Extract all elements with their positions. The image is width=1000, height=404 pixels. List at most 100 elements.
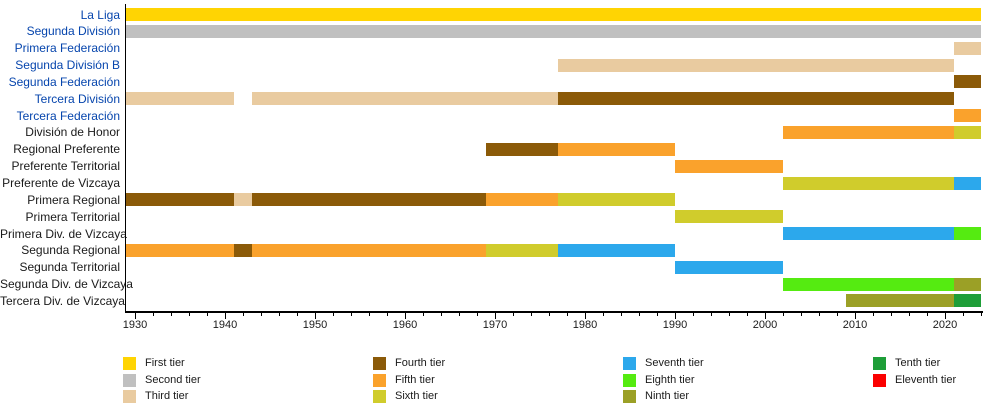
axis-tick — [494, 312, 496, 319]
legend-label: First tier — [145, 357, 185, 369]
legend-label: Eleventh tier — [895, 374, 957, 386]
bar-segment — [783, 125, 954, 139]
row-label: Regional Preferente — [13, 142, 120, 157]
axis-tick — [350, 312, 352, 316]
row-label: Segunda Regional — [21, 243, 120, 258]
bar-segment — [234, 193, 252, 207]
legend-label: Seventh tier — [645, 357, 704, 369]
axis-tick — [710, 312, 712, 316]
axis-tick — [836, 312, 838, 316]
axis-tick-label: 2010 — [842, 319, 868, 331]
row-label: Preferente Territorial — [11, 159, 121, 174]
bar-segment — [558, 243, 675, 257]
bar-segment — [954, 294, 981, 308]
axis-tick — [170, 312, 172, 316]
bar-segment — [954, 277, 981, 291]
bar-segment — [675, 260, 783, 274]
row-label[interactable]: Segunda Federación — [8, 74, 120, 89]
legend-swatch-tier-10 — [873, 357, 886, 370]
legend-label: Tenth tier — [895, 357, 941, 369]
axis-tick — [134, 312, 136, 319]
axis-tick — [800, 312, 802, 316]
bar-segment — [954, 41, 981, 55]
axis-tick-label: 1990 — [662, 319, 688, 331]
legend-swatch-tier-7 — [623, 357, 636, 370]
bar-segment — [954, 176, 981, 190]
bar-segment — [126, 243, 234, 257]
bar-segment — [954, 75, 981, 89]
bar-segment — [783, 277, 954, 291]
axis-tick — [818, 312, 820, 316]
row-label[interactable]: Segunda División B — [15, 58, 120, 73]
bar-segment — [558, 92, 954, 106]
axis-tick — [476, 312, 478, 316]
axis-tick — [638, 312, 640, 316]
axis-tick — [782, 312, 784, 316]
legend-label: Third tier — [145, 390, 189, 402]
axis-tick — [962, 312, 964, 316]
row-label: Segunda Territorial — [19, 260, 120, 275]
row-label: Primera Div. de Vizcaya — [0, 226, 127, 241]
axis-tick-label: 1980 — [572, 319, 598, 331]
legend-swatch-tier-11 — [873, 374, 886, 387]
bar-segment — [234, 243, 252, 257]
legend-swatch-tier-2 — [123, 374, 136, 387]
axis-tick — [422, 312, 424, 316]
axis-tick — [404, 312, 406, 319]
row-label[interactable]: Tercera División — [34, 91, 120, 106]
legend-swatch-tier-4 — [373, 357, 386, 370]
row-label: División de Honor — [25, 125, 120, 140]
row-label[interactable]: Segunda División — [26, 24, 120, 39]
axis-tick — [296, 312, 298, 316]
row-label[interactable]: La Liga — [80, 7, 120, 22]
axis-tick-label: 1960 — [392, 319, 418, 331]
axis-tick — [746, 312, 748, 316]
row-label[interactable]: Tercera Federación — [16, 108, 120, 123]
axis-tick — [386, 312, 388, 316]
axis-tick-label: 1970 — [482, 319, 508, 331]
axis-tick — [692, 312, 694, 316]
legend-label: Fourth tier — [395, 357, 446, 369]
legend-label: Eighth tier — [645, 374, 695, 386]
row-label: Primera Regional — [27, 192, 120, 207]
row-label: Tercera Div. de Vizcaya — [0, 293, 125, 308]
legend-label: Fifth tier — [395, 374, 435, 386]
axis-tick-label: 1930 — [122, 319, 148, 331]
axis-tick — [890, 312, 892, 316]
bar-segment — [486, 193, 558, 207]
bar-segment — [126, 24, 981, 38]
row-label: Preferente de Vizcaya — [2, 176, 120, 190]
axis-tick — [926, 312, 928, 316]
axis-tick — [440, 312, 442, 316]
legend-swatch-tier-5 — [373, 374, 386, 387]
bar-segment — [783, 176, 954, 190]
bar-segment — [558, 142, 675, 156]
axis-tick — [944, 312, 946, 319]
legend-swatch-tier-3 — [123, 390, 136, 403]
row-label: Segunda Div. de Vizcaya — [0, 277, 133, 292]
bar-segment — [558, 193, 675, 207]
axis-tick — [512, 312, 514, 316]
bar-segment — [252, 193, 486, 207]
axis-tick — [620, 312, 622, 316]
bar-segment — [558, 58, 954, 72]
bar-segment — [675, 210, 783, 224]
axis-tick — [980, 312, 982, 316]
axis-tick — [584, 312, 586, 319]
axis-tick — [458, 312, 460, 316]
legend-label: Sixth tier — [395, 390, 438, 402]
bar-segment — [126, 8, 981, 21]
axis-tick — [674, 312, 676, 319]
legend-swatch-tier-9 — [623, 390, 636, 403]
axis-tick — [188, 312, 190, 316]
axis-tick-label: 2000 — [752, 319, 778, 331]
axis-tick — [854, 312, 856, 319]
row-label[interactable]: Primera Federación — [14, 41, 120, 56]
bar-segment — [846, 294, 954, 308]
axis-tick — [206, 312, 208, 316]
axis-tick — [530, 312, 532, 316]
axis-tick — [548, 312, 550, 316]
legend-label: Second tier — [145, 374, 201, 386]
axis-tick — [566, 312, 568, 316]
axis-tick-label: 1940 — [212, 319, 238, 331]
